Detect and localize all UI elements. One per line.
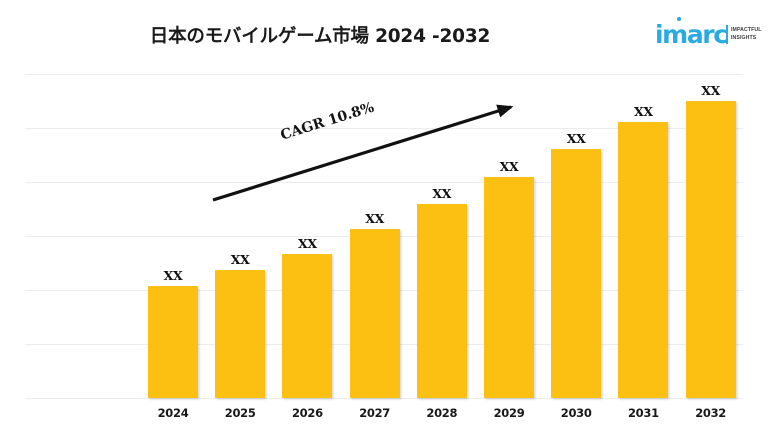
bar-value-label: XX	[297, 235, 317, 251]
gridline	[25, 398, 743, 399]
x-axis-tick-label: 2025	[224, 406, 256, 420]
gridline	[25, 74, 743, 75]
bar-value-label: XX	[432, 185, 452, 201]
bar-value-label: XX	[365, 211, 384, 227]
x-axis-tick-label: 2029	[493, 406, 525, 420]
bar[interactable]	[349, 229, 400, 398]
bar-value-label: XX	[230, 252, 250, 268]
x-axis-tick-label: 2028	[426, 406, 458, 420]
bar[interactable]	[618, 122, 669, 398]
chart-header: 日本のモバイルゲーム市場 2024 -2032 imarc IMPACTFUL …	[0, 0, 768, 64]
bar[interactable]	[685, 100, 736, 398]
logo-divider	[726, 25, 728, 44]
bar[interactable]	[148, 286, 198, 398]
x-axis-tick-label: 2031	[627, 406, 659, 420]
x-axis-tick-label: 2030	[560, 406, 592, 420]
bar-value-label: XX	[163, 268, 183, 284]
bar-value-label: XX	[701, 82, 720, 98]
x-axis-tick-label: 2027	[359, 406, 390, 420]
bar[interactable]	[416, 203, 467, 398]
bar-value-label: XX	[566, 130, 586, 146]
imarc-logo: imarc IMPACTFUL INSIGHTS	[655, 16, 762, 54]
bar[interactable]	[215, 270, 266, 398]
bar[interactable]	[484, 177, 534, 398]
bar[interactable]	[551, 148, 602, 398]
bar-value-label: XX	[499, 159, 519, 175]
logo-tagline: IMPACTFUL INSIGHTS	[731, 27, 762, 41]
bar[interactable]	[282, 253, 333, 398]
bar-value-label: XX	[633, 104, 653, 120]
x-axis-tick-label: 2026	[291, 406, 323, 420]
page-title: 日本のモバイルゲーム市場 2024 -2032	[149, 26, 491, 47]
logo-dot-icon	[677, 17, 681, 21]
logo-wordmark: imarc	[655, 20, 728, 49]
x-axis-tick-label: 2024	[157, 406, 189, 420]
x-axis-tick-label: 2032	[695, 406, 726, 420]
